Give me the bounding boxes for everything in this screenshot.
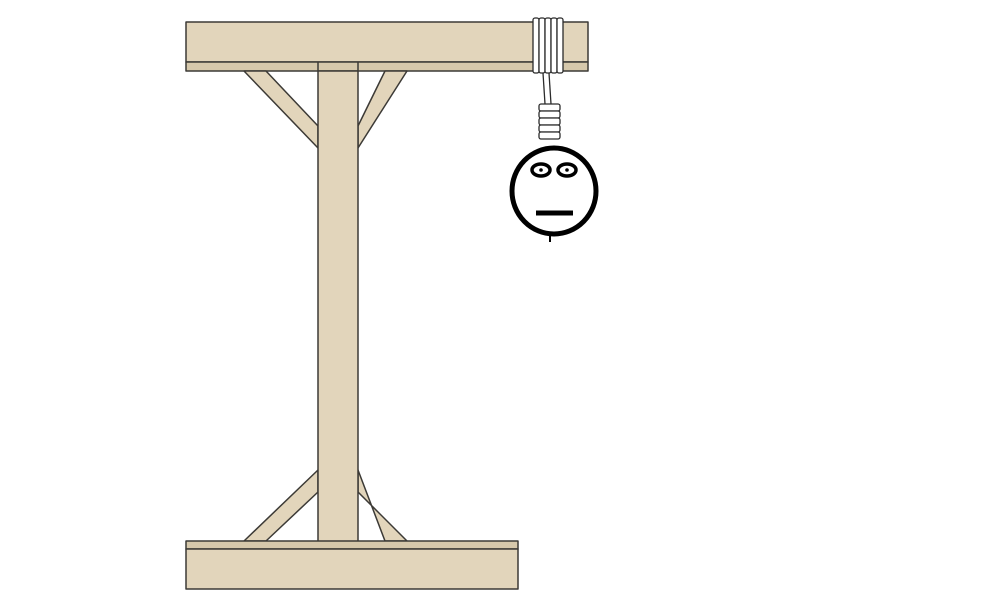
gallows bbox=[185, 21, 589, 590]
noose-knot bbox=[538, 103, 561, 140]
left-eye bbox=[530, 162, 552, 178]
rope bbox=[532, 17, 564, 140]
gallows-top-beam bbox=[185, 21, 589, 72]
rope-wraps bbox=[532, 17, 564, 74]
gallows-base bbox=[185, 540, 519, 590]
gallows-lower-brace-right bbox=[357, 469, 408, 542]
right-eye bbox=[556, 162, 578, 178]
gallows-upper-brace-right bbox=[357, 70, 408, 149]
head-outline bbox=[509, 145, 599, 237]
gallows-lower-brace-left bbox=[243, 469, 319, 542]
rope-line bbox=[542, 72, 552, 105]
gallows-upper-brace-left bbox=[243, 70, 319, 149]
hangman-head bbox=[509, 145, 599, 242]
gallows-post bbox=[317, 62, 359, 550]
